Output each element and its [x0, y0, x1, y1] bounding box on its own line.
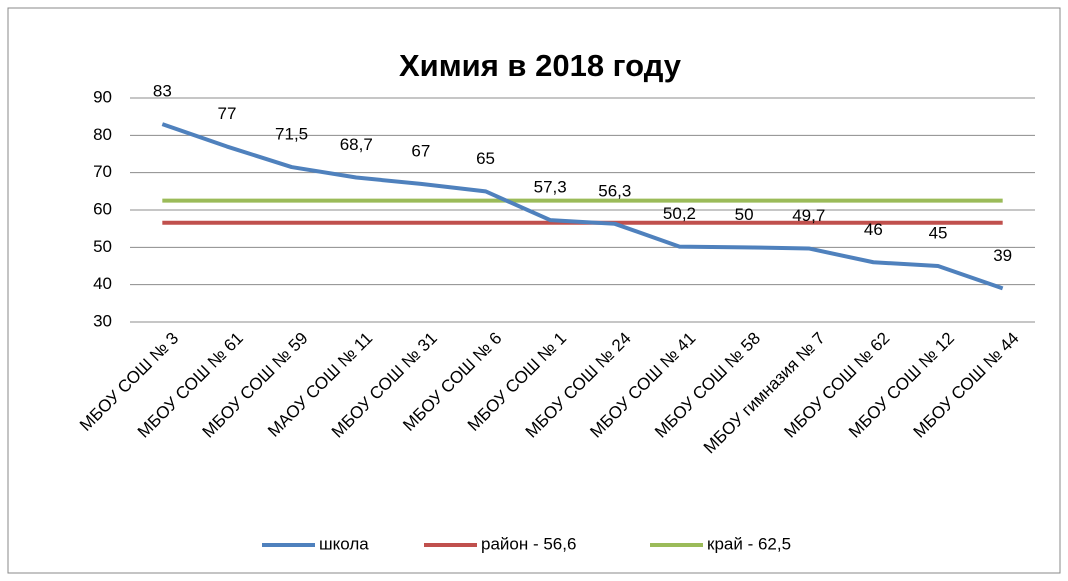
legend-label: район - 56,6 [481, 534, 576, 553]
y-tick-label: 70 [93, 162, 112, 181]
y-tick-label: 30 [93, 311, 112, 330]
data-label: 50 [735, 205, 754, 224]
data-label: 57,3 [534, 178, 567, 197]
y-tick-label: 60 [93, 199, 112, 218]
data-label: 77 [218, 104, 237, 123]
data-label: 39 [993, 246, 1012, 265]
data-label: 50,2 [663, 204, 696, 223]
y-tick-label: 80 [93, 125, 112, 144]
y-tick-label: 50 [93, 237, 112, 256]
chart-frame [7, 7, 1061, 574]
data-label: 71,5 [275, 125, 308, 144]
legend-label: школа [319, 534, 369, 553]
data-label: 56,3 [598, 181, 631, 200]
series-line [161, 122, 1004, 291]
data-label: 49,7 [792, 206, 825, 225]
chart-title: Химия в 2018 году [399, 48, 682, 83]
y-tick-label: 40 [93, 274, 112, 293]
data-label: 65 [476, 149, 495, 168]
data-label: 68,7 [340, 135, 373, 154]
data-label: 45 [929, 223, 948, 242]
y-tick-label: 90 [93, 87, 112, 106]
data-label: 46 [864, 220, 883, 239]
data-label: 67 [411, 141, 430, 160]
legend-label: край - 62,5 [707, 534, 791, 553]
data-label: 83 [153, 82, 172, 101]
